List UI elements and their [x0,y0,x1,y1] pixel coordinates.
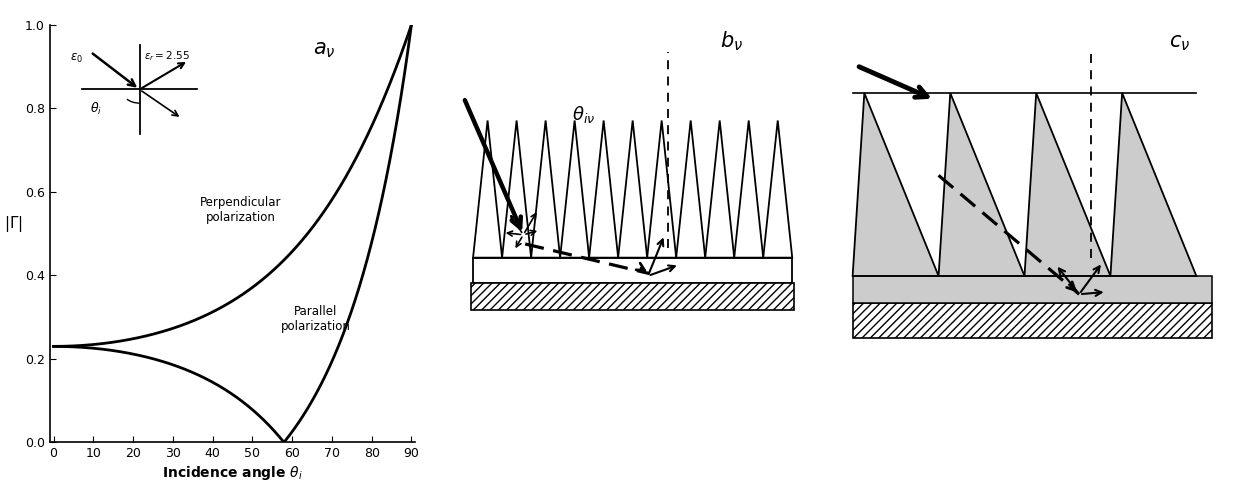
Polygon shape [939,93,1024,276]
Y-axis label: $|\Gamma|$: $|\Gamma|$ [4,214,24,234]
Text: Perpendicular
polarization: Perpendicular polarization [200,196,281,224]
Text: $b_{\nu}$: $b_{\nu}$ [720,29,744,53]
Polygon shape [1024,93,1111,276]
Text: $\epsilon_r = 2.55$: $\epsilon_r = 2.55$ [144,49,190,63]
Polygon shape [1111,93,1197,276]
Text: $c_{\nu}$: $c_{\nu}$ [1169,33,1190,53]
Text: Parallel
polarization: Parallel polarization [281,305,351,332]
X-axis label: Incidence angle $\theta_i$: Incidence angle $\theta_i$ [162,464,303,483]
Text: $\theta_i$: $\theta_i$ [91,101,103,117]
Text: $a_{\nu}$: $a_{\nu}$ [312,40,336,60]
Text: $\theta_{i\nu}$: $\theta_{i\nu}$ [572,104,595,125]
Bar [472,257,792,283]
Bar [853,303,1211,337]
Bar [471,283,794,310]
Text: $\epsilon_0$: $\epsilon_0$ [71,51,83,65]
Polygon shape [853,93,939,276]
Bar [853,276,1211,303]
